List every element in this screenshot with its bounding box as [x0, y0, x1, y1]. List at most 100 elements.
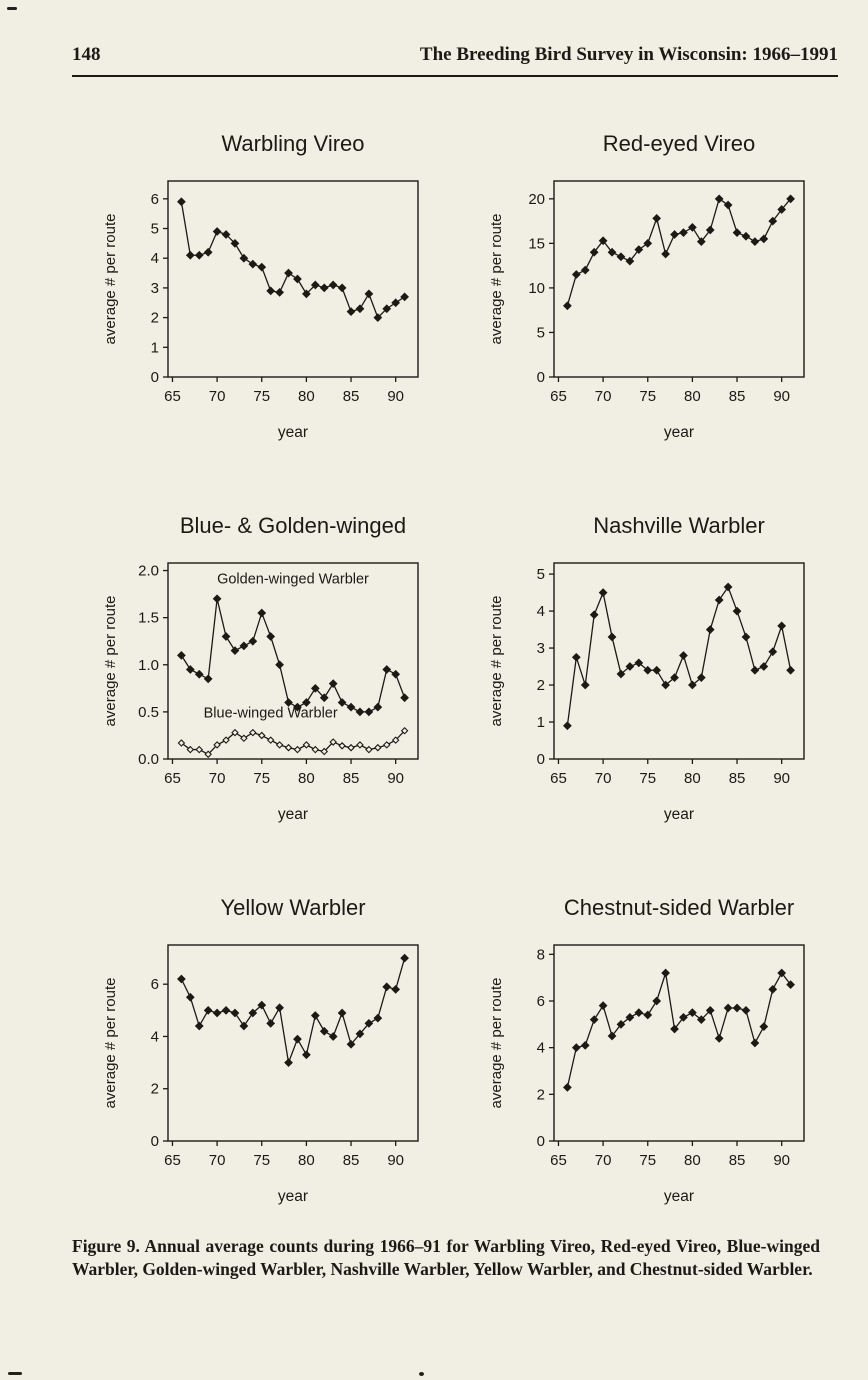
x-tick-label: 70 — [595, 770, 612, 787]
chart-title: Warbling Vireo — [221, 131, 365, 156]
chart-title: Red-eyed Vireo — [602, 131, 756, 156]
x-tick-label: 70 — [209, 388, 226, 405]
y-tick-label: 0.5 — [138, 704, 159, 721]
y-tick-label: 15 — [528, 235, 545, 252]
y-axis-label: average # per route — [488, 978, 505, 1109]
y-tick-label: 0 — [537, 751, 545, 768]
x-tick-label: 90 — [387, 1152, 404, 1169]
y-tick-label: 1 — [151, 339, 159, 356]
y-axis-label: average # per route — [488, 214, 505, 345]
series-annotation: Blue-winged Warbler — [204, 706, 338, 722]
y-axis-label: average # per route — [102, 596, 119, 727]
y-tick-label: 5 — [537, 324, 545, 341]
x-tick-label: 85 — [729, 388, 746, 405]
chart-plot: 65 70 75 80 85 90 0 2 4 6 8 average # per route year — [488, 933, 818, 1207]
x-tick-label: 90 — [387, 388, 404, 405]
x-axis-label: year — [278, 1188, 308, 1205]
y-tick-label: 2.0 — [138, 563, 159, 580]
chart-canvas: 65 70 75 80 85 90 0 1 2 3 4 5 6 average # per route ye… — [102, 180, 419, 441]
x-axis-label: year — [664, 424, 694, 441]
series-annotation: Golden-winged Warbler — [217, 572, 369, 588]
x-tick-label: 85 — [343, 1152, 360, 1169]
x-tick-label: 75 — [253, 388, 270, 405]
chart-yellow-warbler: Yellow Warbler 65 70 75 80 85 90 0 2 4 6 average #… — [92, 895, 442, 1207]
running-title: The Breeding Bird Survey in Wisconsin: 1… — [419, 44, 838, 65]
y-tick-label: 2 — [537, 1086, 545, 1103]
scan-artifact — [419, 1372, 424, 1376]
scan-artifact — [8, 1372, 22, 1375]
y-axis-label: average # per route — [102, 214, 119, 345]
chart-plot: 65 70 75 80 85 90 0 1 2 3 4 5 6 average # per route ye… — [102, 169, 432, 443]
y-tick-label: 8 — [537, 946, 545, 963]
scan-artifact — [7, 7, 17, 10]
x-tick-label: 65 — [164, 770, 181, 787]
y-axis-label: average # per route — [102, 978, 119, 1109]
y-tick-label: 6 — [537, 993, 545, 1010]
y-tick-label: 2 — [151, 310, 159, 327]
chart-title: Nashville Warbler — [593, 513, 765, 538]
x-tick-label: 65 — [550, 388, 567, 405]
x-axis-label: year — [278, 424, 308, 441]
chart-chestnut-sided-warbler: Chestnut-sided Warbler 65 70 75 80 85 90 0 2 4 6 8… — [478, 895, 828, 1207]
chart-blue-golden-winged: Blue- & Golden-winged 65 70 75 80 85 90 0.0 0.5… — [92, 513, 442, 825]
y-tick-label: 4 — [151, 1028, 159, 1045]
x-tick-label: 80 — [684, 770, 701, 787]
chart-canvas: 65 70 75 80 85 90 0 2 4 6 average # per route year — [102, 944, 419, 1205]
x-tick-label: 65 — [164, 1152, 181, 1169]
chart-plot: 65 70 75 80 85 90 0.0 0.5 1.0 1.5 2.0 Golden-winged… — [102, 551, 432, 825]
y-tick-label: 5 — [537, 566, 545, 583]
chart-canvas: 65 70 75 80 85 90 0 2 4 6 8 average # per route year — [488, 944, 805, 1205]
x-tick-label: 75 — [639, 1152, 656, 1169]
y-axis-label: average # per route — [488, 596, 505, 727]
x-tick-label: 70 — [209, 1152, 226, 1169]
x-tick-label: 70 — [595, 1152, 612, 1169]
x-tick-label: 85 — [343, 388, 360, 405]
y-tick-label: 6 — [151, 976, 159, 993]
chart-red-eyed-vireo: Red-eyed Vireo 65 70 75 80 85 90 0 5 10 15 20 avera… — [478, 131, 828, 443]
y-tick-label: 20 — [528, 191, 545, 208]
x-tick-label: 75 — [253, 1152, 270, 1169]
chart-plot: 65 70 75 80 85 90 0 2 4 6 average # per route year — [102, 933, 432, 1207]
page-header: 148 The Breeding Bird Survey in Wisconsi… — [72, 0, 838, 77]
x-tick-label: 90 — [387, 770, 404, 787]
y-tick-label: 5 — [151, 221, 159, 238]
chart-canvas: 65 70 75 80 85 90 0 1 2 3 4 5 average # per route yea… — [488, 562, 805, 823]
x-axis-label: year — [664, 1188, 694, 1205]
x-tick-label: 70 — [209, 770, 226, 787]
x-tick-label: 90 — [773, 770, 790, 787]
chart-title: Chestnut-sided Warbler — [563, 895, 795, 920]
y-tick-label: 4 — [537, 603, 545, 620]
chart-canvas: 65 70 75 80 85 90 0 5 10 15 20 average # per route y… — [488, 180, 805, 441]
y-tick-label: 1.5 — [138, 610, 159, 627]
x-tick-label: 85 — [729, 1152, 746, 1169]
figure-grid: Warbling Vireo 65 70 75 80 85 90 0 1 2 3 4 5 6 averag… — [92, 131, 868, 1207]
x-tick-label: 90 — [773, 1152, 790, 1169]
x-tick-label: 70 — [595, 388, 612, 405]
x-tick-label: 75 — [253, 770, 270, 787]
y-tick-label: 0 — [537, 369, 545, 386]
y-tick-label: 6 — [151, 191, 159, 208]
x-tick-label: 80 — [298, 770, 315, 787]
y-tick-label: 4 — [151, 250, 159, 267]
chart-plot: 65 70 75 80 85 90 0 5 10 15 20 average # per route y… — [488, 169, 818, 443]
chart-canvas: 65 70 75 80 85 90 0.0 0.5 1.0 1.5 2.0 Golden-winged… — [102, 562, 419, 823]
x-tick-label: 75 — [639, 770, 656, 787]
x-tick-label: 65 — [550, 1152, 567, 1169]
y-tick-label: 3 — [537, 640, 545, 657]
y-tick-label: 1 — [537, 714, 545, 731]
figure-caption: Figure 9. Annual average counts during 1… — [72, 1236, 820, 1280]
x-tick-label: 65 — [164, 388, 181, 405]
x-axis-label: year — [278, 806, 308, 823]
x-tick-label: 85 — [343, 770, 360, 787]
x-axis-label: year — [664, 806, 694, 823]
y-tick-label: 3 — [151, 280, 159, 297]
x-tick-label: 90 — [773, 388, 790, 405]
x-tick-label: 85 — [729, 770, 746, 787]
y-tick-label: 10 — [528, 280, 545, 297]
chart-plot: 65 70 75 80 85 90 0 1 2 3 4 5 average # per route yea… — [488, 551, 818, 825]
y-tick-label: 0 — [537, 1133, 545, 1150]
x-tick-label: 65 — [550, 770, 567, 787]
page-number: 148 — [72, 44, 101, 65]
y-tick-label: 0 — [151, 369, 159, 386]
